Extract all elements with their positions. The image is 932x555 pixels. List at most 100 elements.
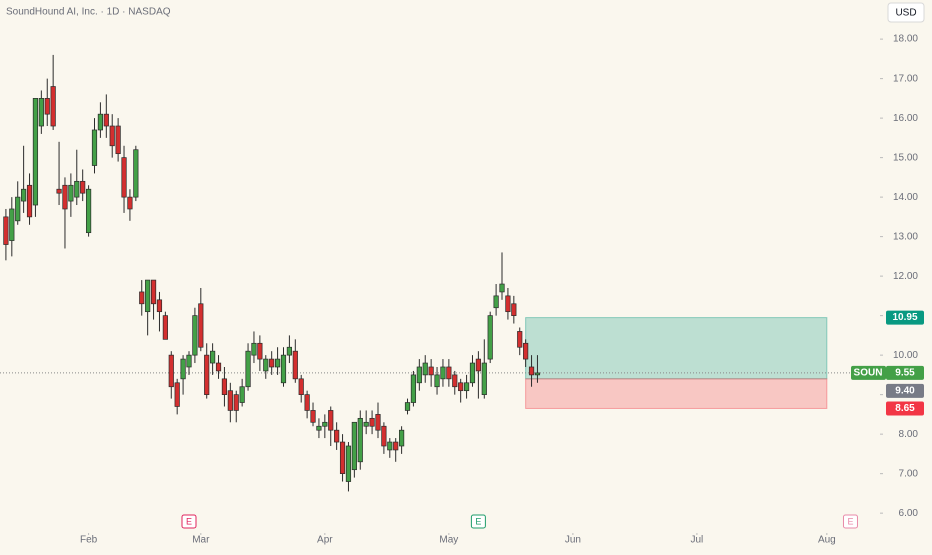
candle-body (121, 157, 127, 198)
symbol-tag: SOUN (854, 368, 883, 379)
candle-body (186, 354, 192, 368)
y-tick-label: 10.00 (893, 350, 918, 361)
candle-body (304, 394, 310, 411)
target-label: 10.95 (892, 312, 917, 323)
y-tick-label: 13.00 (893, 231, 918, 242)
candle-body (399, 429, 405, 447)
candle-body (192, 315, 198, 356)
stop-label: 8.65 (895, 403, 915, 414)
y-tick-label: 18.00 (893, 34, 918, 45)
y-tick-label: 15.00 (893, 152, 918, 163)
loss-zone (525, 378, 828, 409)
candle-body (227, 390, 233, 411)
currency-button[interactable] (887, 2, 925, 23)
candle-body (493, 295, 499, 309)
candle-body (103, 113, 109, 127)
candle-body (404, 402, 411, 411)
y-tick-label: 16.00 (893, 113, 918, 124)
candle-body (363, 421, 369, 427)
candle-body (162, 315, 168, 340)
earnings-label: E (475, 516, 481, 526)
candle-body (80, 180, 86, 194)
candle-body (339, 441, 346, 474)
candle-body (115, 125, 121, 155)
candle-body (269, 358, 275, 368)
candle-body (446, 366, 452, 380)
candle-body (168, 354, 174, 388)
candle-body (528, 366, 535, 376)
candle-body (369, 417, 375, 427)
candle-body (274, 358, 281, 368)
candle-body (156, 299, 163, 313)
candle-body (381, 425, 387, 447)
candle-body (475, 358, 481, 372)
candle-body (316, 425, 322, 431)
y-tick-label: 7.00 (899, 468, 919, 479)
entry-label-bg (886, 383, 924, 398)
candle-body (38, 98, 44, 127)
candle-body (487, 315, 493, 360)
candle-body (85, 188, 92, 234)
x-tick-label: Aug (818, 535, 836, 546)
candle-body (263, 358, 269, 372)
earnings-label: E (186, 516, 192, 526)
currency[interactable]: USD (895, 8, 916, 19)
candle-body (469, 362, 476, 384)
candle-body (440, 366, 446, 380)
candle-body (74, 180, 80, 198)
candle-body (204, 354, 210, 395)
candle-body (410, 374, 417, 403)
stop-label-bg (886, 401, 924, 416)
x-tick-label: Jul (691, 535, 704, 546)
x-tick-label: Mar (192, 535, 210, 546)
candle-body (221, 378, 228, 395)
symbol-tag-bg (851, 365, 886, 380)
candle-body (180, 358, 186, 380)
candle-body (68, 184, 74, 202)
y-tick-label: 6.00 (899, 508, 919, 519)
candle-body (21, 188, 27, 202)
candle-body (463, 382, 470, 392)
candle-body (280, 354, 287, 384)
candle-body (109, 125, 115, 147)
candle-body (310, 410, 316, 423)
candle-body (298, 378, 304, 395)
target-label-bg (886, 310, 924, 325)
candle-body (233, 394, 239, 411)
candle-body (452, 374, 458, 388)
candle-body (62, 184, 68, 210)
candle-body (428, 366, 434, 376)
last-price-label-bg (886, 365, 924, 380)
x-tick-label: Feb (80, 535, 98, 546)
candle-body (3, 216, 9, 245)
candle-body (97, 113, 103, 131)
candle-body (257, 342, 263, 360)
candle-body (32, 98, 39, 206)
candle-body (44, 98, 50, 115)
candle-body (210, 350, 216, 364)
candle-body (511, 303, 517, 316)
candle-body (245, 350, 251, 388)
candle-body (375, 414, 381, 431)
last-price-label: 9.55 (895, 368, 915, 379)
candle-body (517, 331, 523, 348)
candle-body (499, 283, 505, 293)
chart-title: SoundHound AI, Inc. · 1D · NASDAQ (6, 7, 171, 18)
candle-body (481, 362, 487, 395)
candle-body (198, 303, 204, 348)
candle-body (351, 421, 357, 471)
candle-body (523, 342, 529, 360)
entry-label: 9.40 (895, 385, 915, 396)
earnings-marker (842, 514, 858, 529)
candle-body (334, 429, 340, 443)
y-tick-label: 8.00 (899, 429, 919, 440)
candle-body (251, 342, 257, 356)
candle-body (9, 208, 15, 241)
candle-body (133, 149, 139, 198)
candle-body (56, 188, 62, 194)
candle-body (505, 295, 511, 313)
candle-body (357, 417, 363, 463)
candle-body (91, 129, 98, 166)
